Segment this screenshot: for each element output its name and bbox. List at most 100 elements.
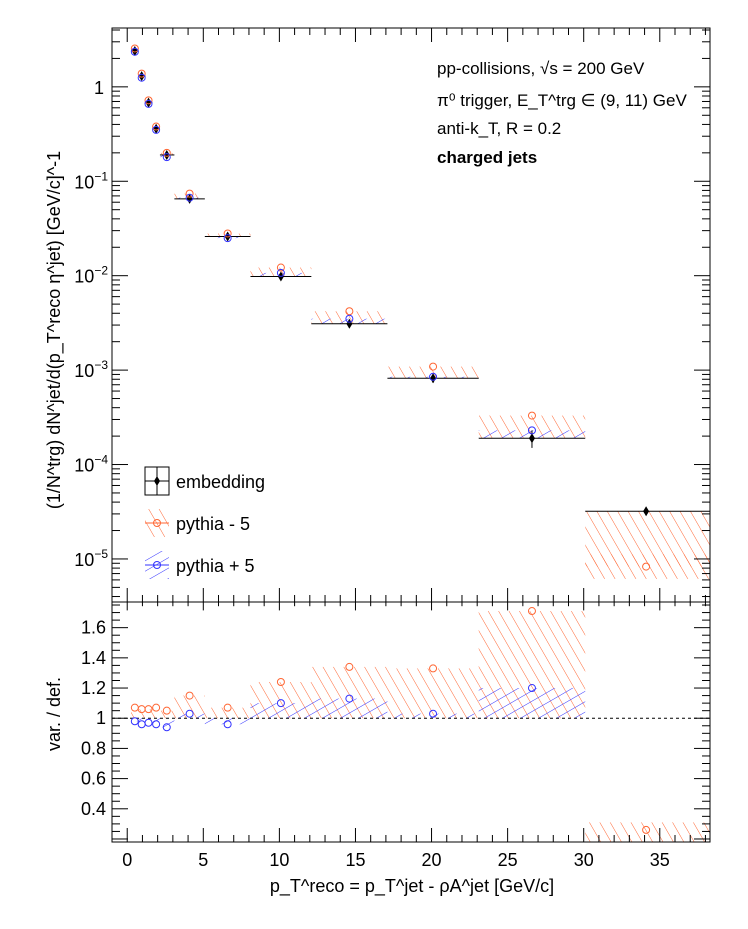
lower-ratio-marks (130, 607, 651, 834)
embedding-point (163, 149, 170, 160)
annotation-line-2: π⁰ trigger, E_T^trg ∈ (9, 11) GeV (437, 91, 687, 110)
x-tick-label: 0 (122, 850, 132, 870)
ratio-band-pythia-plus-5 (159, 718, 175, 728)
x-tick-label: 30 (574, 850, 594, 870)
ratio-pythia-plus-5-point (130, 717, 139, 726)
ratio-band-pythia-plus-5 (145, 718, 153, 723)
pythia-minus-5-point (152, 122, 161, 131)
legend-marker-pythia-minus-5 (153, 519, 161, 527)
ratio-pythia-minus-5-point (527, 607, 536, 616)
svg-text:charged jets: charged jets (437, 148, 537, 167)
legend-entry-embedding: embedding (144, 466, 265, 496)
annotation-line-1: pp-collisions, √s = 200 GeV (437, 59, 645, 78)
ratio-pythia-minus-5-point (642, 825, 651, 834)
embedding-point (346, 318, 353, 329)
x-tick-label: 5 (198, 850, 208, 870)
lower-y-axis-title: var. / def. (44, 677, 64, 751)
x-tick-label: 10 (269, 850, 289, 870)
ratio-pythia-minus-5-point (162, 706, 171, 715)
x-tick-label: 25 (498, 850, 518, 870)
y-tick-label: 10−4 (74, 453, 108, 476)
upper-panel: 1 10−1 10−2 10−3 10−4 10−5 pp-collisions, √s … (44, 27, 711, 603)
ratio-pythia-plus-5-point (223, 720, 232, 729)
pythia-minus-5-point (429, 362, 438, 371)
pythia-plus-5-point (527, 426, 536, 435)
ratio-pythia-minus-5-point (429, 664, 438, 673)
upper-y-axis-title: (1/N^trg) dN^jet/d(p_T^reco η^jet) [GeV/… (44, 151, 65, 509)
ratio-band-pythia-plus-5 (478, 688, 586, 719)
ratio-pythia-minus-5-point (152, 703, 161, 712)
ratio-band-pythia-minus-5 (152, 707, 160, 719)
ratio-y-tick-label: 0.4 (81, 799, 106, 819)
pythia-plus-5-point (152, 125, 161, 134)
lower-frame (111, 601, 711, 843)
pythia-minus-5-point (144, 96, 153, 105)
annotation-block: pp-collisions, √s = 200 GeV π⁰ trigger, … (437, 59, 687, 167)
x-tick-label: 15 (345, 850, 365, 870)
y-tick-label: 10−5 (74, 547, 108, 570)
lower-ratio-bands (131, 611, 710, 842)
y-tick-label: 10−3 (74, 358, 108, 381)
pythia-minus-5-point (223, 229, 232, 238)
legend-entry-pythia-plus-5: pythia + 5 (145, 551, 255, 579)
legend: embedding pythia - 5 pythia + 5 (144, 466, 265, 579)
legend-label-pythia-plus-5: pythia + 5 (176, 556, 255, 576)
ratio-pythia-minus-5-point (276, 678, 285, 686)
legend-marker-embedding (154, 476, 160, 486)
embedding-point (138, 71, 145, 82)
ratio-band-pythia-plus-5 (311, 698, 388, 719)
ratio-band-pythia-minus-5 (138, 709, 146, 719)
pythia-minus-5-point (137, 69, 146, 78)
ratio-y-tick-label: 1.2 (81, 678, 106, 698)
upper-data-marks (130, 44, 710, 571)
upper-variation-bands (131, 48, 710, 579)
ratio-band-pythia-plus-5 (387, 713, 479, 719)
ratio-pythia-plus-5-point (185, 709, 194, 718)
band-pythia-minus-5 (585, 554, 710, 579)
y-tick-label: 1 (94, 78, 104, 98)
ratio-y-tick-label: 1 (96, 708, 106, 728)
pythia-plus-5-point (144, 99, 153, 108)
pythia-plus-5-point (130, 47, 139, 56)
pythia-plus-5-point (137, 73, 146, 82)
ratio-pythia-minus-5-point (223, 703, 232, 712)
embedding-point (145, 97, 152, 108)
ratio-band-pythia-plus-5 (174, 713, 205, 719)
ratio-band-pythia-plus-5 (250, 703, 312, 719)
ratio-pythia-minus-5-point (345, 662, 354, 671)
ratio-band-pythia-minus-5 (204, 707, 251, 719)
ratio-pythia-minus-5-point (185, 691, 194, 700)
legend-marker-pythia-plus-5 (153, 561, 161, 569)
pythia-plus-5-point (162, 153, 171, 162)
pythia-minus-5-point (185, 189, 194, 198)
ratio-y-tick-label: 0.6 (81, 769, 106, 789)
embedding-point (528, 433, 535, 444)
x-tick-label: 35 (650, 850, 670, 870)
legend-label-embedding: embedding (176, 472, 265, 492)
annotation-line-4: charged jets (437, 148, 537, 167)
svg-text:anti-k_T, R = 0.2: anti-k_T, R = 0.2 (437, 119, 561, 138)
x-tick-label: 20 (422, 850, 442, 870)
legend-entry-pythia-minus-5: pythia - 5 (145, 509, 250, 537)
ratio-pythia-plus-5-point (345, 694, 354, 703)
ratio-band-pythia-minus-5 (131, 707, 139, 719)
lower-axis-ticks: 0 5 10 15 20 25 30 35 0.4 0.6 0.8 1 1.2 1.4 1.6 (81, 602, 710, 870)
ratio-y-tick-label: 1.4 (81, 648, 106, 668)
ratio-y-tick-label: 1.6 (81, 618, 106, 638)
pythia-plus-5-point (276, 268, 285, 277)
band-pythia-minus-5 (387, 366, 479, 379)
y-tick-label: 10−1 (74, 169, 108, 192)
pythia-minus-5-point (276, 263, 285, 272)
embedding-point (643, 506, 650, 517)
ratio-band-pythia-plus-5 (131, 718, 139, 722)
ratio-band-pythia-minus-5 (585, 822, 710, 842)
pythia-minus-5-point (162, 148, 171, 157)
x-axis-title: p_T^reco = p_T^jet - ρA^jet [GeV/c] (270, 876, 554, 897)
pythia-plus-5-point (345, 314, 354, 323)
pythia-minus-5-point (130, 44, 139, 53)
ratio-band-pythia-minus-5 (145, 709, 153, 719)
ratio-pythia-plus-5-point (276, 699, 285, 708)
ratio-y-tick-label: 0.8 (81, 738, 106, 758)
